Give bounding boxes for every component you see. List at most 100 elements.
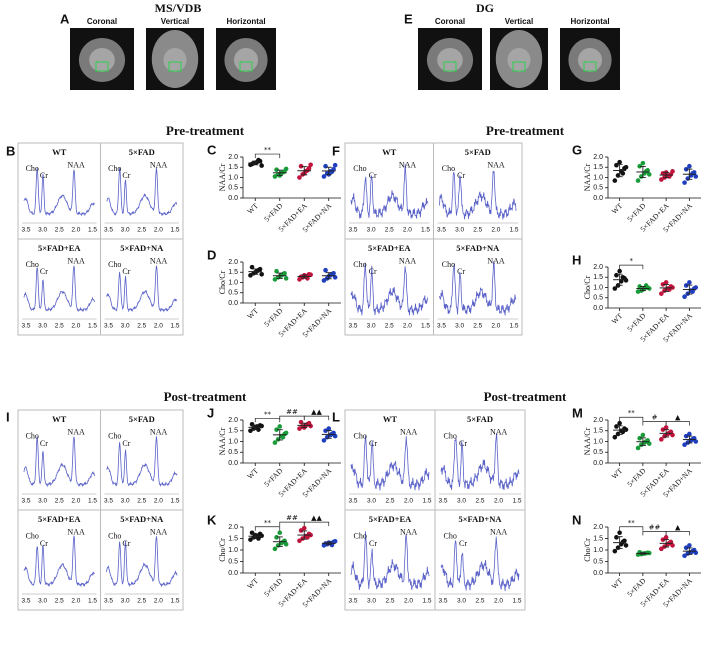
spectrum [106,436,178,487]
data-point [277,530,283,536]
significance-label: ▲▲ [311,514,322,522]
panel-letter: F [332,143,340,158]
data-point [693,174,699,179]
mri-inner [89,48,115,72]
peak-label: NAA [487,160,505,169]
peak-label: Cr [122,267,130,276]
group-label: WT [52,414,67,424]
y-tick-label: 0.0 [228,300,238,307]
peak-label: Cr [457,171,465,180]
ppm-tick-label: 3.5 [21,323,30,330]
ppm-tick-label: 2.0 [491,227,500,234]
data-point [283,166,289,172]
spectrum [439,170,517,220]
x-tick-label: WT [245,466,260,481]
significance-bracket [303,415,330,421]
significance-bracket [665,421,690,426]
data-point [274,268,279,274]
data-point [637,435,642,441]
panel-letter: K [207,512,217,527]
peak-label: Cr [122,171,130,180]
y-tick-label: 2.0 [228,259,238,266]
y-tick-label: 0.0 [593,305,603,312]
y-tick-label: 0.5 [228,558,238,565]
ppm-tick-label: 3.5 [348,323,357,330]
mri-inner [437,48,463,72]
y-tick-label: 0.0 [228,460,238,467]
spectrum [23,436,95,488]
panel-letter: N [572,512,581,527]
ppm-tick-label: 2.0 [404,498,413,505]
spectrum [440,536,520,592]
ppm-tick-label: 3.0 [457,598,466,605]
significance-bracket [254,153,281,159]
significance-label: ▲ [675,414,681,422]
y-tick-label: 1.0 [593,174,603,181]
significance-label: ## [649,523,661,531]
ppm-tick-label: 1.5 [170,227,179,234]
data-point [323,267,328,273]
ppm-tick-label: 3.5 [438,498,447,505]
data-point [308,162,313,168]
peak-label: Cr [369,439,377,448]
data-point [670,543,675,548]
ppm-tick-label: 1.5 [512,598,521,605]
ppm-tick-label: 2.5 [55,498,64,505]
data-point [283,430,289,436]
spectrum [350,435,430,491]
spectrum [439,261,517,316]
data-point [640,432,646,438]
mri-inner [163,48,187,72]
data-point [682,180,687,185]
group-label: 5×FAD+NA [120,243,164,253]
peak-label: NAA [150,256,168,265]
peak-label: Cho [26,260,39,269]
data-point [687,431,692,437]
y-tick-label: 0.0 [593,570,603,577]
group-label: WT [383,414,398,424]
ppm-tick-label: 1.5 [88,498,97,505]
section-title: Post-treatment [484,389,567,404]
peak-label: Cr [40,267,48,276]
data-point [326,426,332,431]
ppm-tick-label: 2.5 [473,227,482,234]
ppm-tick-label: 2.0 [154,598,163,605]
ppm-tick-label: 1.5 [509,323,518,330]
ppm-tick-label: 2.5 [137,227,146,234]
peak-label: Cho [353,432,366,441]
data-point [663,535,669,540]
ppm-tick-label: 3.0 [455,323,464,330]
ppm-tick-label: 2.0 [71,598,80,605]
peak-label: Cr [40,171,48,180]
ppm-tick-label: 3.0 [367,227,376,234]
data-point [274,535,279,540]
ppm-tick-label: 3.5 [348,498,357,505]
data-point [274,167,279,173]
ppm-tick-label: 3.5 [21,498,30,505]
ppm-tick-label: 2.5 [137,323,146,330]
data-point [646,172,652,177]
significance-label: ** [264,519,272,527]
data-point [693,439,699,444]
ppm-tick-label: 2.0 [71,323,80,330]
data-point [687,163,692,169]
spectrum [106,536,178,588]
data-point [687,543,692,548]
group-label: 5×FAD [467,414,493,424]
y-tick-label: 1.0 [228,174,238,181]
data-point [259,163,264,168]
roi-box [512,61,526,72]
ppm-tick-label: 2.5 [55,323,64,330]
data-point [305,276,310,281]
ppm-tick-label: 3.5 [104,227,113,234]
data-point [659,291,664,296]
y-tick-label: 0.0 [228,195,238,202]
significance-label: ** [628,519,636,527]
significance-label: ## [286,408,298,416]
ppm-tick-label: 3.0 [121,598,130,605]
ppm-tick-label: 3.0 [121,498,130,505]
panel-letter: H [572,252,581,267]
data-point [646,441,652,446]
mri-inner [234,48,258,72]
group-label: WT [52,147,67,157]
